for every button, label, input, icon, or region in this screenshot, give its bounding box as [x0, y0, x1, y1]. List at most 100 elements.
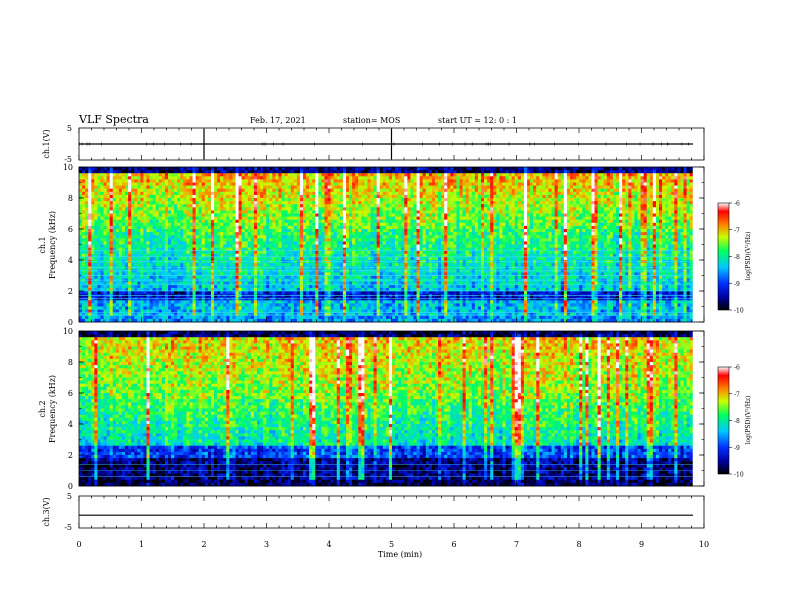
spectrogram-cell [146, 182, 150, 186]
spectrogram-cell [125, 247, 129, 252]
spectrogram-cell [164, 312, 169, 317]
spectrogram-cell [238, 247, 243, 252]
spectrogram-cell [318, 244, 322, 248]
spectrogram-cell [263, 303, 267, 307]
spectrogram-cell [229, 201, 233, 205]
spectrogram-cell [315, 315, 319, 320]
spectrogram-cell [91, 281, 95, 286]
spectrogram-cell [355, 194, 359, 199]
spectrogram-cell [121, 272, 126, 276]
spectrogram-cell [247, 222, 252, 227]
spectrogram-cell [275, 241, 279, 245]
spectrogram-cell [253, 170, 258, 174]
spectrogram-cell [201, 167, 206, 171]
spectrogram-cell [183, 213, 187, 217]
spectrogram-cell [293, 219, 298, 224]
spectrogram-cell [361, 173, 365, 177]
spectrogram-cell [210, 191, 215, 196]
spectrogram-cell [281, 225, 286, 230]
spectrogram-cell [152, 204, 157, 208]
spectrogram-cell [333, 213, 338, 217]
spectrogram-cell [232, 300, 236, 304]
spectrogram-cell [118, 179, 123, 183]
spectrogram-cell [177, 207, 181, 211]
spectrogram-cell [186, 235, 190, 239]
spectrogram-cell [207, 204, 212, 208]
spectrogram-cell [103, 207, 108, 211]
spectrogram-cell [109, 309, 114, 314]
spectrogram-cell [361, 315, 365, 320]
spectrogram-cell [256, 225, 261, 230]
spectrogram-cell [125, 287, 129, 292]
spectrogram-cell [155, 198, 160, 202]
spectrogram-cell [281, 284, 286, 289]
spectrogram-cell [91, 284, 95, 289]
spectrogram-cell [266, 185, 270, 190]
spectrogram-cell [263, 176, 267, 180]
spectrogram-cell [232, 170, 236, 174]
spectrogram-cell [94, 167, 98, 171]
spectrogram-cell [146, 191, 150, 196]
spectrogram-cell [229, 300, 233, 304]
spectrogram-cell [204, 167, 209, 171]
spectrogram-cell [171, 275, 175, 279]
spectrogram-cell [364, 185, 368, 190]
spectrogram-cell [137, 216, 141, 221]
spectrogram-cell [358, 191, 362, 196]
spectrogram-cell [293, 263, 298, 267]
spectrogram-cell [235, 318, 239, 323]
spectrogram-cell [278, 303, 282, 307]
spectrogram-cell [355, 198, 359, 202]
spectrogram-cell [106, 216, 111, 221]
spectrogram-cell [112, 244, 117, 248]
spectrogram-cell [293, 198, 298, 202]
spectrogram-cell [103, 247, 108, 252]
spectrogram-cell [244, 315, 249, 320]
spectrogram-cell [192, 256, 197, 261]
spectrogram-cell [149, 201, 154, 205]
spectrogram-cell [204, 318, 209, 323]
spectrogram-cell [327, 232, 332, 236]
spectrogram-cell [281, 235, 286, 239]
spectrogram-cell [186, 176, 190, 180]
spectrogram-cell [192, 213, 197, 217]
spectrogram-cell [171, 272, 175, 276]
spectrogram-cell [318, 198, 322, 202]
spectrogram-cell [192, 167, 197, 171]
spectrogram-cell [342, 241, 347, 245]
spectrogram-cell [103, 188, 108, 193]
spectrogram-cell [214, 188, 218, 193]
spectrogram-cell [171, 213, 175, 217]
spectrogram-cell [296, 210, 301, 214]
spectrogram-cell [143, 318, 147, 323]
spectrogram-cell [94, 312, 98, 317]
spectrogram-cell [349, 229, 353, 233]
spectrogram-cell [180, 219, 184, 224]
spectrogram-cell [161, 291, 166, 295]
spectrogram-cell [223, 176, 227, 180]
spectrogram-cell [260, 235, 264, 239]
spectrogram-cell [367, 185, 371, 190]
spectrogram-cell [247, 281, 252, 286]
spectrogram-cell [155, 201, 160, 205]
spectrogram-cell [94, 309, 98, 314]
spectrogram-cell [330, 194, 335, 199]
spectrogram-cell [152, 216, 157, 221]
spectrogram-cell [100, 173, 104, 177]
spectrogram-cell [342, 229, 347, 233]
spectrogram-cell [82, 204, 86, 208]
spectrogram-cell [229, 194, 233, 199]
spectrogram-cell [278, 315, 282, 320]
spectrogram-cell [266, 204, 270, 208]
spectrogram-cell [290, 201, 295, 205]
spectrogram-cell [164, 272, 169, 276]
spectrogram-cell [260, 315, 264, 320]
spectrogram-cell [161, 170, 166, 174]
spectrogram-cell [88, 244, 92, 248]
spectrogram-cell [263, 312, 267, 317]
spectrogram-cell [164, 182, 169, 186]
spectrogram-cell [220, 191, 224, 196]
spectrogram-cell [333, 216, 338, 221]
spectrogram-cell [161, 232, 166, 236]
spectrogram-cell [94, 315, 98, 320]
